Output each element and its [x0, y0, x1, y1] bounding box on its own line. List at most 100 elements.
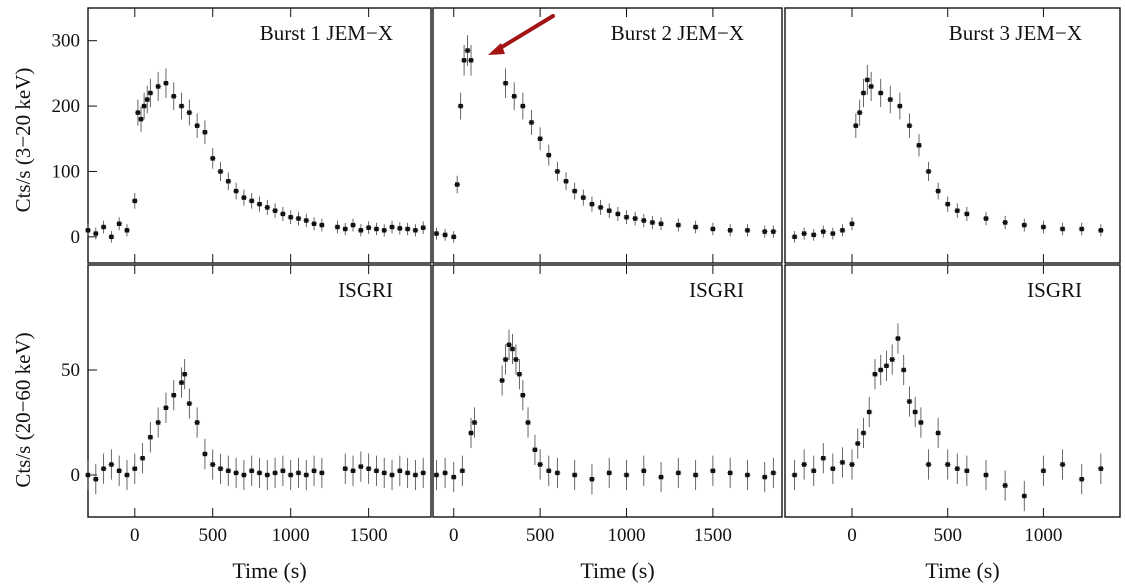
point-marker — [607, 208, 612, 213]
data-point — [272, 457, 279, 489]
point-marker — [830, 466, 836, 471]
point-marker — [520, 103, 526, 109]
point-marker — [257, 201, 262, 207]
data-point — [849, 217, 855, 231]
data-point — [502, 344, 509, 375]
point-marker — [405, 470, 410, 476]
point-marker — [155, 84, 161, 89]
y-axis-label-top: Cts/s (3−20 keV) — [11, 68, 35, 213]
data-point — [877, 354, 884, 386]
data-point — [420, 221, 427, 234]
point-marker — [607, 470, 612, 476]
data-point — [342, 222, 349, 236]
data-point — [147, 78, 154, 108]
point-marker — [397, 468, 403, 473]
x-tick-label: 500 — [198, 525, 227, 546]
data-point — [744, 459, 751, 491]
data-point — [983, 211, 989, 226]
point-marker — [171, 94, 176, 99]
point-marker — [537, 462, 543, 467]
x-axis-label: Time (s) — [580, 558, 654, 583]
data-point — [860, 417, 867, 449]
data-point — [240, 459, 247, 491]
point-marker — [226, 179, 231, 184]
point-marker — [132, 466, 137, 471]
data-point — [519, 380, 526, 411]
point-marker — [868, 84, 874, 89]
point-marker — [830, 231, 836, 236]
data-point — [471, 407, 478, 438]
data-point — [912, 396, 919, 428]
point-marker — [912, 409, 918, 415]
data-point — [887, 85, 894, 114]
data-point — [209, 449, 216, 480]
panel-label: ISGRI — [1027, 278, 1082, 302]
point-marker — [288, 215, 293, 220]
data-point — [614, 206, 621, 222]
data-point — [279, 206, 286, 222]
point-marker — [641, 218, 646, 223]
data-point — [554, 161, 561, 182]
point-marker — [865, 77, 870, 83]
point-marker — [202, 130, 208, 135]
point-marker — [517, 372, 522, 377]
data-point — [829, 227, 836, 240]
data-point — [761, 461, 768, 493]
data-point — [896, 92, 903, 120]
point-marker — [187, 401, 192, 406]
data-point — [295, 457, 302, 489]
panel-burst1-jemx: 0 100 200 300 Burst 1 JEM−X — [52, 7, 432, 264]
panel-frame — [784, 7, 1121, 264]
point-marker — [1060, 226, 1065, 232]
data-point — [864, 65, 871, 95]
data-point — [675, 218, 682, 232]
point-marker — [421, 225, 426, 230]
point-marker — [693, 472, 698, 478]
panel-frame — [432, 7, 783, 264]
point-marker — [465, 48, 470, 53]
data-point — [963, 455, 970, 486]
data-point — [983, 459, 989, 491]
data-point — [287, 210, 294, 225]
point-marker — [421, 470, 426, 476]
point-marker — [555, 169, 560, 174]
point-marker — [210, 462, 215, 467]
point-marker — [861, 90, 866, 96]
point-marker — [226, 468, 231, 473]
point-marker — [581, 195, 586, 200]
data-point — [1002, 215, 1009, 230]
data-point — [217, 453, 224, 484]
data-point — [675, 457, 682, 489]
point-marker — [182, 372, 187, 377]
point-marker — [1098, 228, 1104, 233]
data-point — [744, 224, 751, 237]
data-point — [357, 451, 364, 482]
data-point — [433, 459, 440, 491]
data-point — [311, 217, 318, 231]
point-marker — [853, 123, 859, 128]
point-marker — [537, 136, 543, 141]
data-point — [217, 161, 224, 182]
point-marker — [801, 462, 807, 467]
data-point — [640, 455, 647, 486]
data-point — [810, 229, 817, 241]
x-tick-label: 0 — [130, 525, 140, 546]
data-point — [537, 449, 544, 480]
data-point — [225, 172, 232, 191]
point-marker — [762, 474, 767, 480]
point-marker — [442, 232, 448, 238]
data-point — [162, 392, 169, 423]
point-marker — [124, 228, 130, 233]
data-point — [852, 113, 859, 138]
data-point — [623, 210, 630, 225]
data-point — [525, 407, 532, 438]
data-point — [894, 323, 901, 354]
data-point — [640, 213, 647, 228]
point-marker — [926, 169, 931, 174]
data-point — [849, 449, 855, 480]
point-marker — [955, 466, 960, 471]
data-point — [839, 447, 846, 478]
point-marker — [451, 234, 456, 240]
point-marker — [382, 228, 387, 233]
data-point — [108, 231, 115, 243]
